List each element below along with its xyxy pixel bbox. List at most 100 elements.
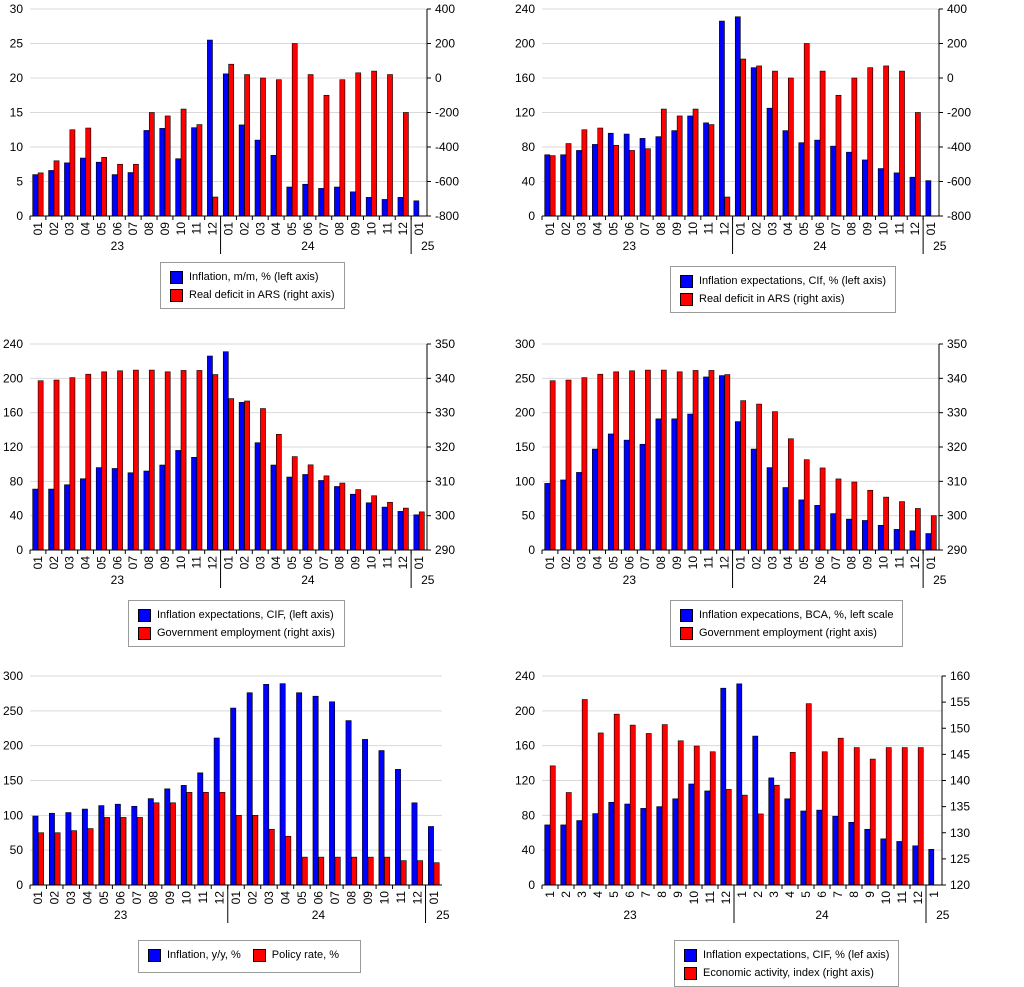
legend: Inflation expectations, CIf, % (left axi…	[670, 266, 897, 313]
x-tick-label: 10	[687, 891, 701, 905]
bar-blue	[329, 701, 336, 886]
bar-red	[692, 370, 699, 551]
legend-label: Inflation expecations, BCA, %, left scal…	[699, 609, 894, 621]
bar-blue	[302, 474, 309, 551]
x-tick-label: 09	[349, 222, 363, 236]
chart-inflation-mm-vs-real-deficit: 0 5 10 15 20 25 30 -800 -600 -400 -200 0 200 400 01 02 0…	[0, 0, 512, 320]
bar-blue	[32, 174, 39, 217]
bar-red	[53, 160, 60, 217]
bar-red	[351, 856, 358, 886]
bar-blue	[607, 132, 614, 217]
x-tick-label: 06	[311, 891, 325, 905]
bar-blue	[624, 803, 631, 886]
year-label: 23	[623, 239, 637, 253]
bar-red	[387, 501, 393, 551]
bar-blue	[238, 124, 245, 217]
legend-label: Real deficit in ARS (right axis)	[699, 293, 845, 305]
bar-red	[645, 148, 651, 217]
bar-blue	[925, 180, 932, 217]
legend-label: Economic activity, index (right axis)	[703, 967, 874, 979]
x-tick-label: 12	[206, 556, 220, 570]
bar-red	[268, 828, 275, 886]
bar-blue	[127, 472, 134, 551]
y-tick-label-right: 120	[950, 878, 970, 892]
bar-red	[101, 371, 108, 551]
y-tick-label-left: 300	[515, 337, 535, 351]
bar-blue	[365, 502, 372, 551]
y-tick-label-right: 290	[947, 543, 967, 557]
bar-blue	[32, 488, 39, 551]
y-tick-label-left: 0	[16, 209, 23, 223]
y-tick-label-right: 320	[435, 440, 455, 454]
bar-red	[629, 370, 635, 551]
bar-red	[37, 172, 44, 217]
x-tick-label: 9	[863, 891, 877, 898]
bar-red	[87, 828, 94, 886]
bar-blue	[302, 183, 309, 217]
bar-blue	[246, 692, 253, 886]
legend-entry: Inflation expectations, CIF, % (lef axis…	[684, 946, 889, 964]
legend-entry: Inflation, y/y, %	[148, 946, 241, 964]
year-label: 25	[933, 573, 947, 587]
x-tick-label: 02	[237, 222, 251, 236]
bar-red	[244, 74, 250, 217]
bar-blue	[766, 107, 773, 217]
x-tick-label: 1	[543, 891, 557, 898]
x-tick-label: 07	[829, 556, 843, 570]
legend-label: Government employment (right axis)	[699, 627, 877, 639]
bar-blue	[127, 172, 134, 217]
x-tick-label: 01	[31, 556, 45, 570]
x-tick-label: 08	[654, 556, 668, 570]
bar-red	[323, 94, 330, 217]
bar-red	[629, 150, 635, 217]
bar-blue	[48, 812, 55, 886]
bar-red	[301, 856, 308, 886]
bar-red	[133, 163, 139, 217]
bar-red	[169, 802, 176, 886]
bar-red	[367, 856, 374, 886]
bar-blue	[928, 848, 935, 886]
bar-blue	[640, 808, 647, 886]
legend-entry: Government employment (right axis)	[138, 624, 335, 642]
bar-blue	[798, 499, 805, 551]
bar-blue	[378, 750, 385, 886]
x-tick-label: 01	[222, 556, 236, 570]
x-tick-label: 08	[845, 222, 859, 236]
x-tick-label: 08	[333, 556, 347, 570]
x-tick-label: 11	[892, 556, 906, 569]
bar-blue	[114, 803, 121, 886]
bar-red	[371, 495, 377, 551]
bar-red	[597, 127, 604, 217]
legend-entry: Inflation, m/m, % (left axis)	[170, 268, 335, 286]
bar-red	[869, 758, 876, 886]
bar-red	[676, 115, 683, 217]
y-tick-label-right: 130	[950, 826, 970, 840]
x-tick-label: 09	[163, 891, 177, 905]
chart-expectations-cif-vs-real-deficit: 0 40 80 120 160 200 240 -800 -600 -400 -200 0 200 400…	[512, 0, 1024, 320]
bar-red	[133, 369, 139, 551]
legend-swatch	[684, 966, 697, 980]
y-tick-label-left: 120	[3, 440, 23, 454]
bar-red	[186, 792, 193, 886]
bar-blue	[318, 188, 324, 217]
bar-red	[549, 155, 556, 217]
bar-blue	[719, 375, 725, 551]
bar-red	[38, 832, 44, 886]
bar-blue	[334, 186, 340, 217]
bar-red	[803, 459, 810, 551]
bar-red	[597, 373, 604, 551]
bar-blue	[560, 479, 566, 551]
y-tick-label-right: -200	[947, 106, 971, 120]
bar-blue	[864, 828, 871, 886]
y-tick-label-left: 0	[528, 878, 535, 892]
bar-red	[581, 699, 588, 886]
bar-red	[741, 794, 748, 886]
bar-blue	[830, 145, 836, 217]
bar-red	[355, 72, 362, 217]
bar-blue	[800, 810, 807, 886]
x-tick-label: 07	[126, 222, 140, 236]
bar-red	[180, 370, 187, 551]
y-tick-label-right: 140	[950, 774, 970, 788]
bar-red	[291, 456, 298, 551]
